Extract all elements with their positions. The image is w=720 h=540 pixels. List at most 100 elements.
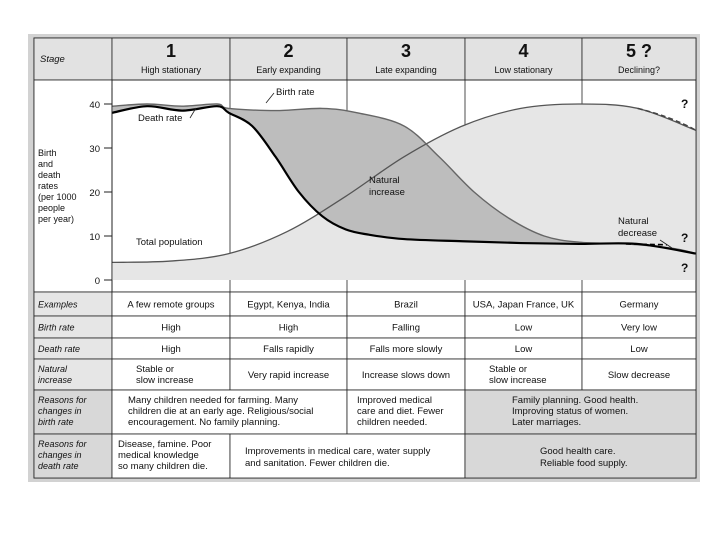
reasons-death-label: death rate — [38, 461, 79, 471]
birth-rate-pointer — [265, 92, 275, 104]
y-axis-label-line: per year) — [38, 214, 74, 224]
reasons-death-stage23-text: and sanitation. Fewer children die. — [245, 458, 390, 469]
cell-text: Slow decrease — [608, 370, 670, 381]
stage-name: Early expanding — [256, 65, 321, 75]
death-rate-pointer — [189, 107, 197, 119]
stage-name: Declining? — [618, 65, 660, 75]
reasons-birth-label: birth rate — [38, 417, 74, 427]
row-label: Natural — [38, 364, 68, 374]
reasons-birth-stage12-text: Many children needed for farming. Many — [128, 395, 298, 406]
birth-rate-annotation: Birth rate — [276, 87, 315, 98]
stage-label: Stage — [40, 54, 65, 65]
cell-text: Increase slows down — [362, 370, 450, 381]
row-label: Birth rate — [38, 323, 75, 333]
cell-text: High — [161, 323, 181, 334]
chart-plot: 40 30 20 10 0 Birth rate Death rate Total popul… — [89, 79, 697, 293]
cell-text: Stable or — [489, 364, 527, 375]
cell-text: Falls more slowly — [370, 344, 443, 355]
cell-text: Stable or — [136, 364, 174, 375]
header-row: Stage 1 High stationary 2 Early expanding 3 L… — [33, 37, 697, 81]
table-cell — [111, 358, 231, 391]
table-cell — [229, 291, 348, 317]
y-tick-label: 30 — [89, 144, 100, 155]
uncertain-marker: ? — [681, 97, 688, 111]
total-population-annotation: Total population — [136, 237, 203, 248]
reasons-death-stage23-text: Improvements in medical care, water supp… — [245, 446, 431, 457]
death-rate-line — [111, 105, 697, 255]
reasons-birth-stage3-text: care and diet. Fewer — [357, 406, 444, 417]
reasons-birth-stage45-text: Family planning. Good health. — [512, 395, 638, 406]
cell-text: Falls rapidly — [263, 344, 314, 355]
stage-name: Low stationary — [494, 65, 553, 75]
cell-text: Brazil — [394, 300, 418, 311]
data-table: Examples A few remote groups Egypt, Kenya,… — [33, 291, 697, 391]
y-axis-label-line: death — [38, 170, 61, 180]
y-tick-label: 20 — [89, 188, 100, 199]
cell-text: Falling — [392, 323, 420, 334]
row-label-cell — [33, 291, 113, 317]
table-cell — [111, 291, 231, 317]
y-axis-label-line: and — [38, 159, 53, 169]
death-rate-projection — [625, 243, 667, 246]
natural-decrease-label: decrease — [618, 228, 657, 239]
y-axis-panel — [33, 79, 113, 293]
natural-increase-label: increase — [369, 187, 405, 198]
row-label-cell — [33, 358, 113, 391]
uncertain-marker: ? — [681, 261, 688, 275]
natural-increase-area — [112, 103, 696, 254]
stage-number: 4 — [518, 41, 528, 61]
cell-text: High — [279, 323, 299, 334]
y-axis-label-line: Birth — [38, 148, 57, 158]
reasons-birth-label: Reasons for — [38, 395, 88, 405]
reasons-birth-stage3-text: children needed. — [357, 417, 427, 428]
reasons-death-stage1-text: so many children die. — [118, 461, 208, 472]
reasons-birth-stage45-text: Later marriages. — [512, 417, 581, 428]
cell-text: Very low — [621, 323, 657, 334]
table-cell — [581, 358, 697, 391]
cell-text: Low — [515, 344, 533, 355]
reasons-birth-label: changes in — [38, 406, 82, 416]
cell-text: Low — [515, 323, 533, 334]
stage-header-cell — [581, 37, 697, 81]
reasons-death-label: Reasons for — [38, 439, 88, 449]
reasons-death-stage45-text: Good health care. — [540, 446, 616, 457]
stage-number: 2 — [283, 41, 293, 61]
y-tick-label: 40 — [89, 100, 100, 111]
cell-text: slow increase — [489, 375, 547, 386]
natural-decrease-pointer — [659, 239, 673, 249]
reasons-birth-stage3-text: Improved medical — [357, 395, 432, 406]
uncertain-marker: ? — [681, 231, 688, 245]
reasons-birth-stage12-text: encouragement. No family planning. — [128, 417, 280, 428]
death-rate-annotation: Death rate — [138, 113, 182, 124]
cell-text: Very rapid increase — [248, 370, 329, 381]
stage-name: High stationary — [141, 65, 202, 75]
stage-number: 5 ? — [626, 41, 652, 61]
natural-decrease-label: Natural — [618, 216, 649, 227]
row-label: Death rate — [38, 344, 80, 354]
table-cell — [346, 291, 466, 317]
total-population-line — [111, 103, 697, 264]
table-cell — [581, 291, 697, 317]
stage-number: 1 — [166, 41, 176, 61]
row-label: Examples — [38, 300, 78, 310]
y-tick-label: 0 — [95, 276, 100, 287]
cell-text: A few remote groups — [127, 300, 214, 311]
population-projection — [637, 107, 697, 132]
natural-increase-label: Natural — [369, 175, 400, 186]
reasons-birth-stage45 — [464, 389, 697, 435]
reasons-birth-stage12-text: children die at an early age. Religious/… — [128, 406, 313, 417]
reasons-death-stage1-text: medical knowledge — [118, 450, 199, 461]
reasons-death-stage45 — [464, 433, 697, 479]
reasons-death-label: changes in — [38, 450, 82, 460]
reasons-birth-stage3 — [346, 389, 466, 435]
reasons-death-stage23 — [229, 433, 466, 479]
stage-label-cell — [33, 37, 113, 81]
y-axis-label-line: rates — [38, 181, 59, 191]
cell-text: High — [161, 344, 181, 355]
reasons-death-stage1 — [111, 433, 231, 479]
reasons-birth-stage45-text: Improving status of women. — [512, 406, 628, 417]
